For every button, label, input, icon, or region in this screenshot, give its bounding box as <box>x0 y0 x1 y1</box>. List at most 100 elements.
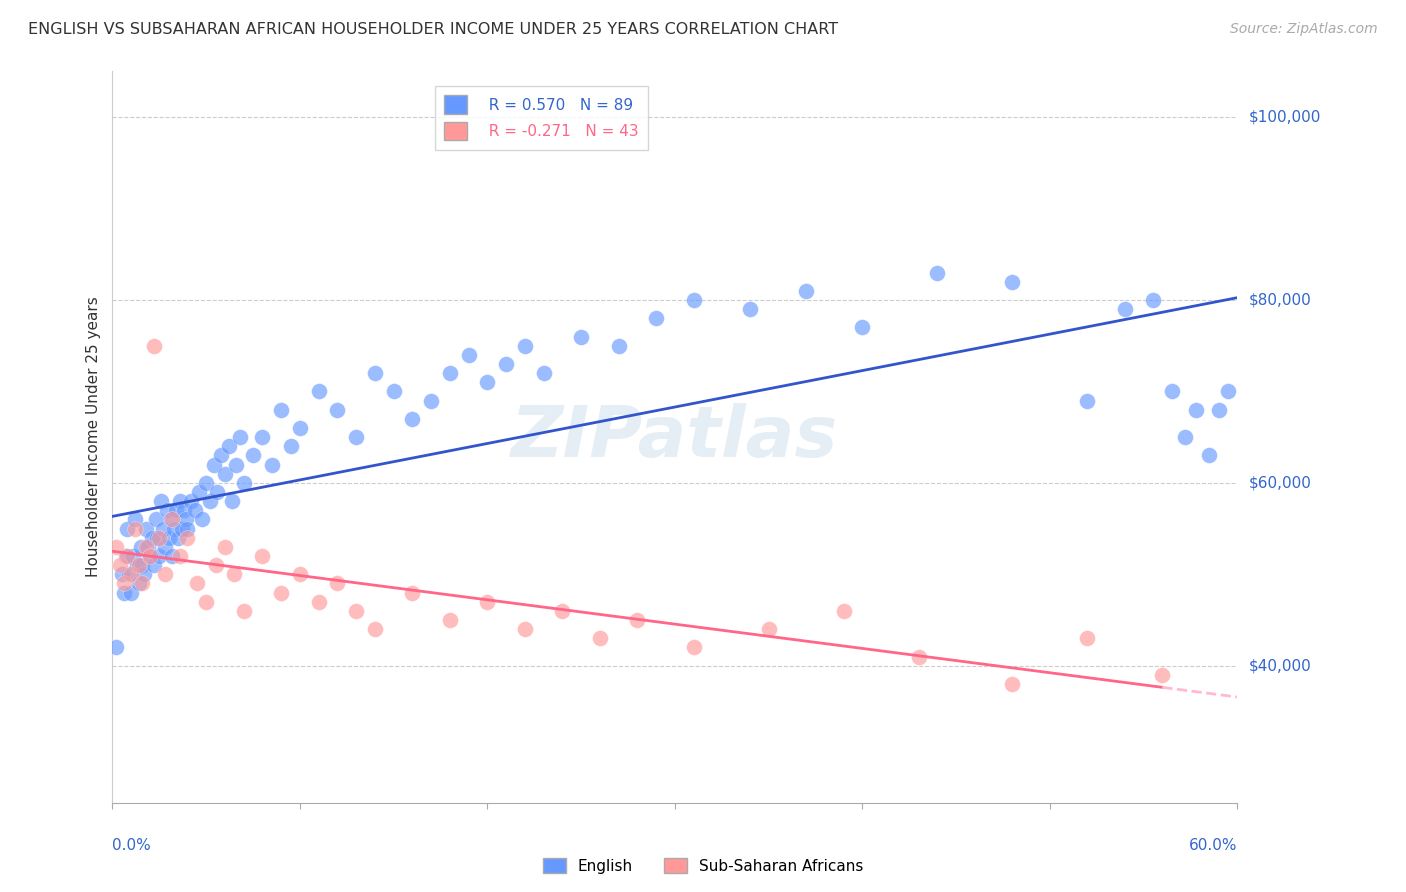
Point <box>457 348 479 362</box>
Point <box>117 521 139 535</box>
Point <box>364 366 387 380</box>
Point <box>326 402 349 417</box>
Point <box>326 576 349 591</box>
Point <box>1001 677 1024 691</box>
Point <box>1198 448 1220 462</box>
Point <box>118 567 141 582</box>
Point <box>157 531 180 545</box>
Point <box>232 604 254 618</box>
Point <box>738 301 761 317</box>
Point <box>173 503 195 517</box>
Point <box>124 521 146 535</box>
Point <box>128 576 150 591</box>
Point <box>139 549 162 563</box>
Point <box>242 448 264 462</box>
Point <box>794 284 817 298</box>
Point <box>551 604 574 618</box>
Point <box>1160 384 1182 399</box>
Point <box>495 357 517 371</box>
Text: Source: ZipAtlas.com: Source: ZipAtlas.com <box>1230 22 1378 37</box>
Point <box>569 329 592 343</box>
Y-axis label: Householder Income Under 25 years: Householder Income Under 25 years <box>86 297 101 577</box>
Point <box>477 594 499 608</box>
Point <box>344 430 367 444</box>
Point <box>176 531 198 545</box>
Point <box>191 512 214 526</box>
Legend:   R = 0.570   N = 89,   R = -0.271   N = 43: R = 0.570 N = 89, R = -0.271 N = 43 <box>434 87 648 150</box>
Point <box>1185 402 1208 417</box>
Point <box>163 521 186 535</box>
Point <box>288 567 311 582</box>
Point <box>153 540 176 554</box>
Point <box>1001 275 1024 289</box>
Text: $40,000: $40,000 <box>1249 658 1312 673</box>
Point <box>439 613 461 627</box>
Point <box>218 439 240 453</box>
Point <box>195 594 218 608</box>
Point <box>135 521 157 535</box>
Point <box>533 366 555 380</box>
Point <box>851 320 873 334</box>
Point <box>270 402 292 417</box>
Point <box>184 503 207 517</box>
Point <box>169 549 191 563</box>
Point <box>176 521 198 535</box>
Point <box>607 338 630 352</box>
Text: 60.0%: 60.0% <box>1189 838 1237 854</box>
Point <box>120 567 142 582</box>
Point <box>150 494 173 508</box>
Text: ZIPatlas: ZIPatlas <box>512 402 838 472</box>
Text: $80,000: $80,000 <box>1249 293 1312 308</box>
Point <box>187 484 209 499</box>
Point <box>682 640 704 655</box>
Point <box>180 494 202 508</box>
Point <box>682 293 704 307</box>
Point <box>105 640 128 655</box>
Point <box>153 567 176 582</box>
Point <box>645 311 668 326</box>
Point <box>420 393 443 408</box>
Point <box>170 521 193 535</box>
Point <box>125 558 148 573</box>
Point <box>169 494 191 508</box>
Point <box>308 594 330 608</box>
Point <box>214 467 236 481</box>
Point <box>142 338 165 352</box>
Point <box>1152 667 1174 681</box>
Point <box>134 567 156 582</box>
Point <box>758 622 780 636</box>
Point <box>204 558 226 573</box>
Point <box>131 558 153 573</box>
Point <box>589 632 612 646</box>
Point <box>280 439 302 453</box>
Point <box>111 567 134 582</box>
Point <box>626 613 648 627</box>
Point <box>1142 293 1164 307</box>
Point <box>152 521 174 535</box>
Point <box>131 576 153 591</box>
Text: $60,000: $60,000 <box>1249 475 1312 491</box>
Point <box>401 411 423 425</box>
Point <box>224 567 246 582</box>
Point <box>148 549 170 563</box>
Point <box>382 384 405 399</box>
Text: 0.0%: 0.0% <box>112 838 152 854</box>
Point <box>135 540 157 554</box>
Point <box>832 604 855 618</box>
Point <box>1114 301 1136 317</box>
Point <box>202 458 225 472</box>
Text: $100,000: $100,000 <box>1249 110 1320 125</box>
Point <box>112 576 135 591</box>
Point <box>139 549 162 563</box>
Point <box>124 512 146 526</box>
Point <box>260 458 283 472</box>
Point <box>288 421 311 435</box>
Point <box>148 531 170 545</box>
Point <box>136 540 159 554</box>
Point <box>159 512 181 526</box>
Point <box>1076 632 1098 646</box>
Point <box>122 549 145 563</box>
Point <box>105 540 128 554</box>
Point <box>198 494 221 508</box>
Text: ENGLISH VS SUBSAHARAN AFRICAN HOUSEHOLDER INCOME UNDER 25 YEARS CORRELATION CHAR: ENGLISH VS SUBSAHARAN AFRICAN HOUSEHOLDE… <box>28 22 838 37</box>
